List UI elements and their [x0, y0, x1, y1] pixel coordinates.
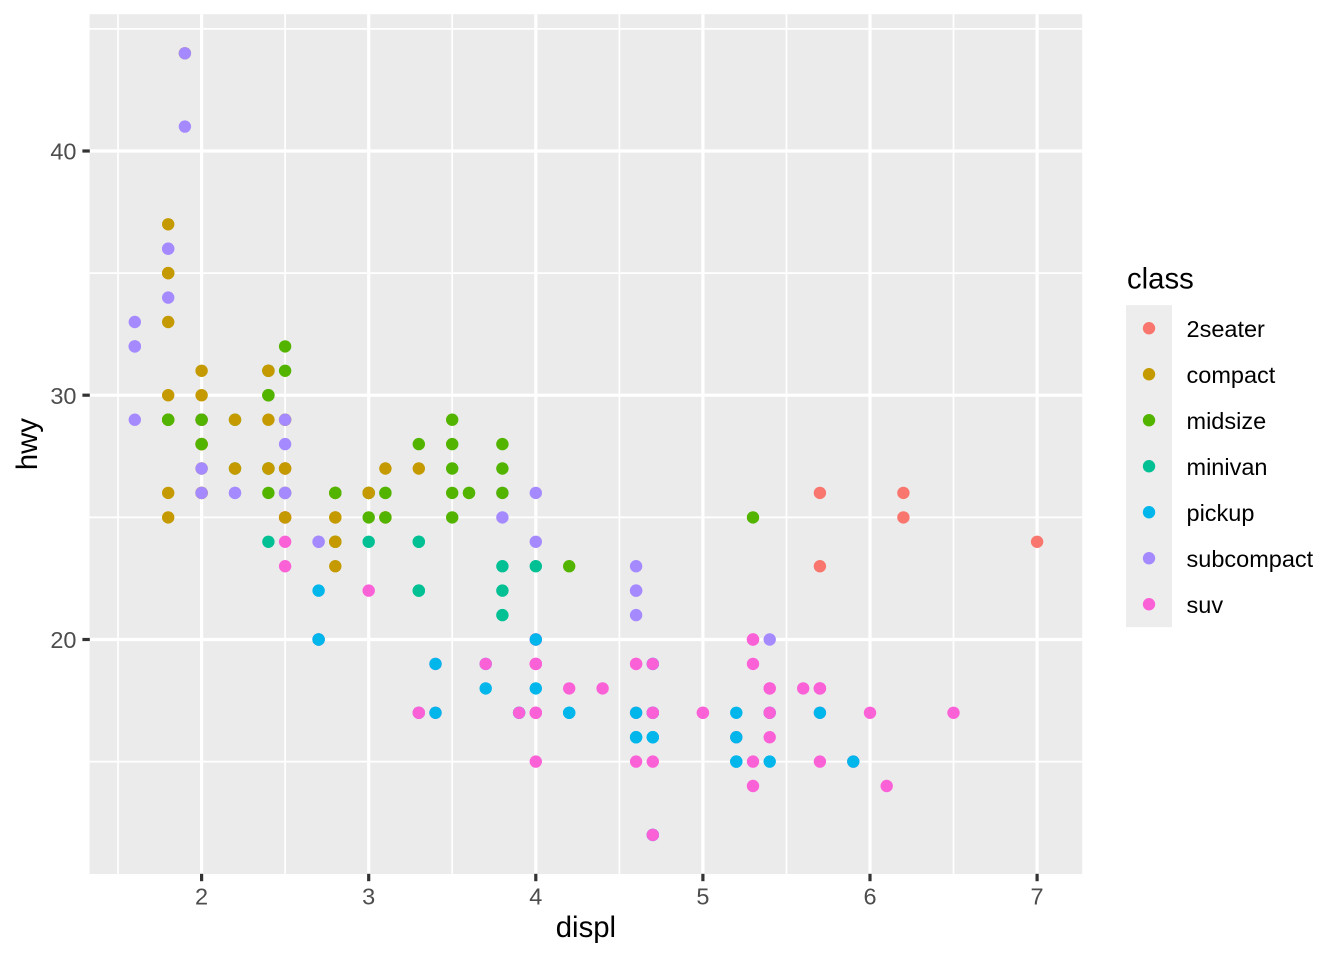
svg-text:displ: displ [556, 911, 616, 944]
svg-text:midsize: midsize [1187, 408, 1267, 434]
svg-text:subcompact: subcompact [1187, 546, 1314, 572]
svg-text:30: 30 [50, 383, 76, 409]
svg-text:7: 7 [1031, 883, 1044, 909]
svg-text:compact: compact [1187, 362, 1276, 388]
svg-text:2seater: 2seater [1187, 316, 1266, 342]
svg-text:class: class [1127, 263, 1194, 296]
svg-text:40: 40 [50, 139, 76, 165]
svg-text:2: 2 [195, 883, 208, 909]
svg-text:hwy: hwy [11, 418, 44, 470]
svg-text:4: 4 [529, 883, 542, 909]
svg-text:suv: suv [1187, 592, 1224, 618]
svg-text:6: 6 [863, 883, 876, 909]
svg-text:20: 20 [50, 627, 76, 653]
svg-text:3: 3 [362, 883, 375, 909]
svg-text:5: 5 [696, 883, 709, 909]
svg-text:minivan: minivan [1187, 454, 1268, 480]
svg-text:pickup: pickup [1187, 500, 1255, 526]
